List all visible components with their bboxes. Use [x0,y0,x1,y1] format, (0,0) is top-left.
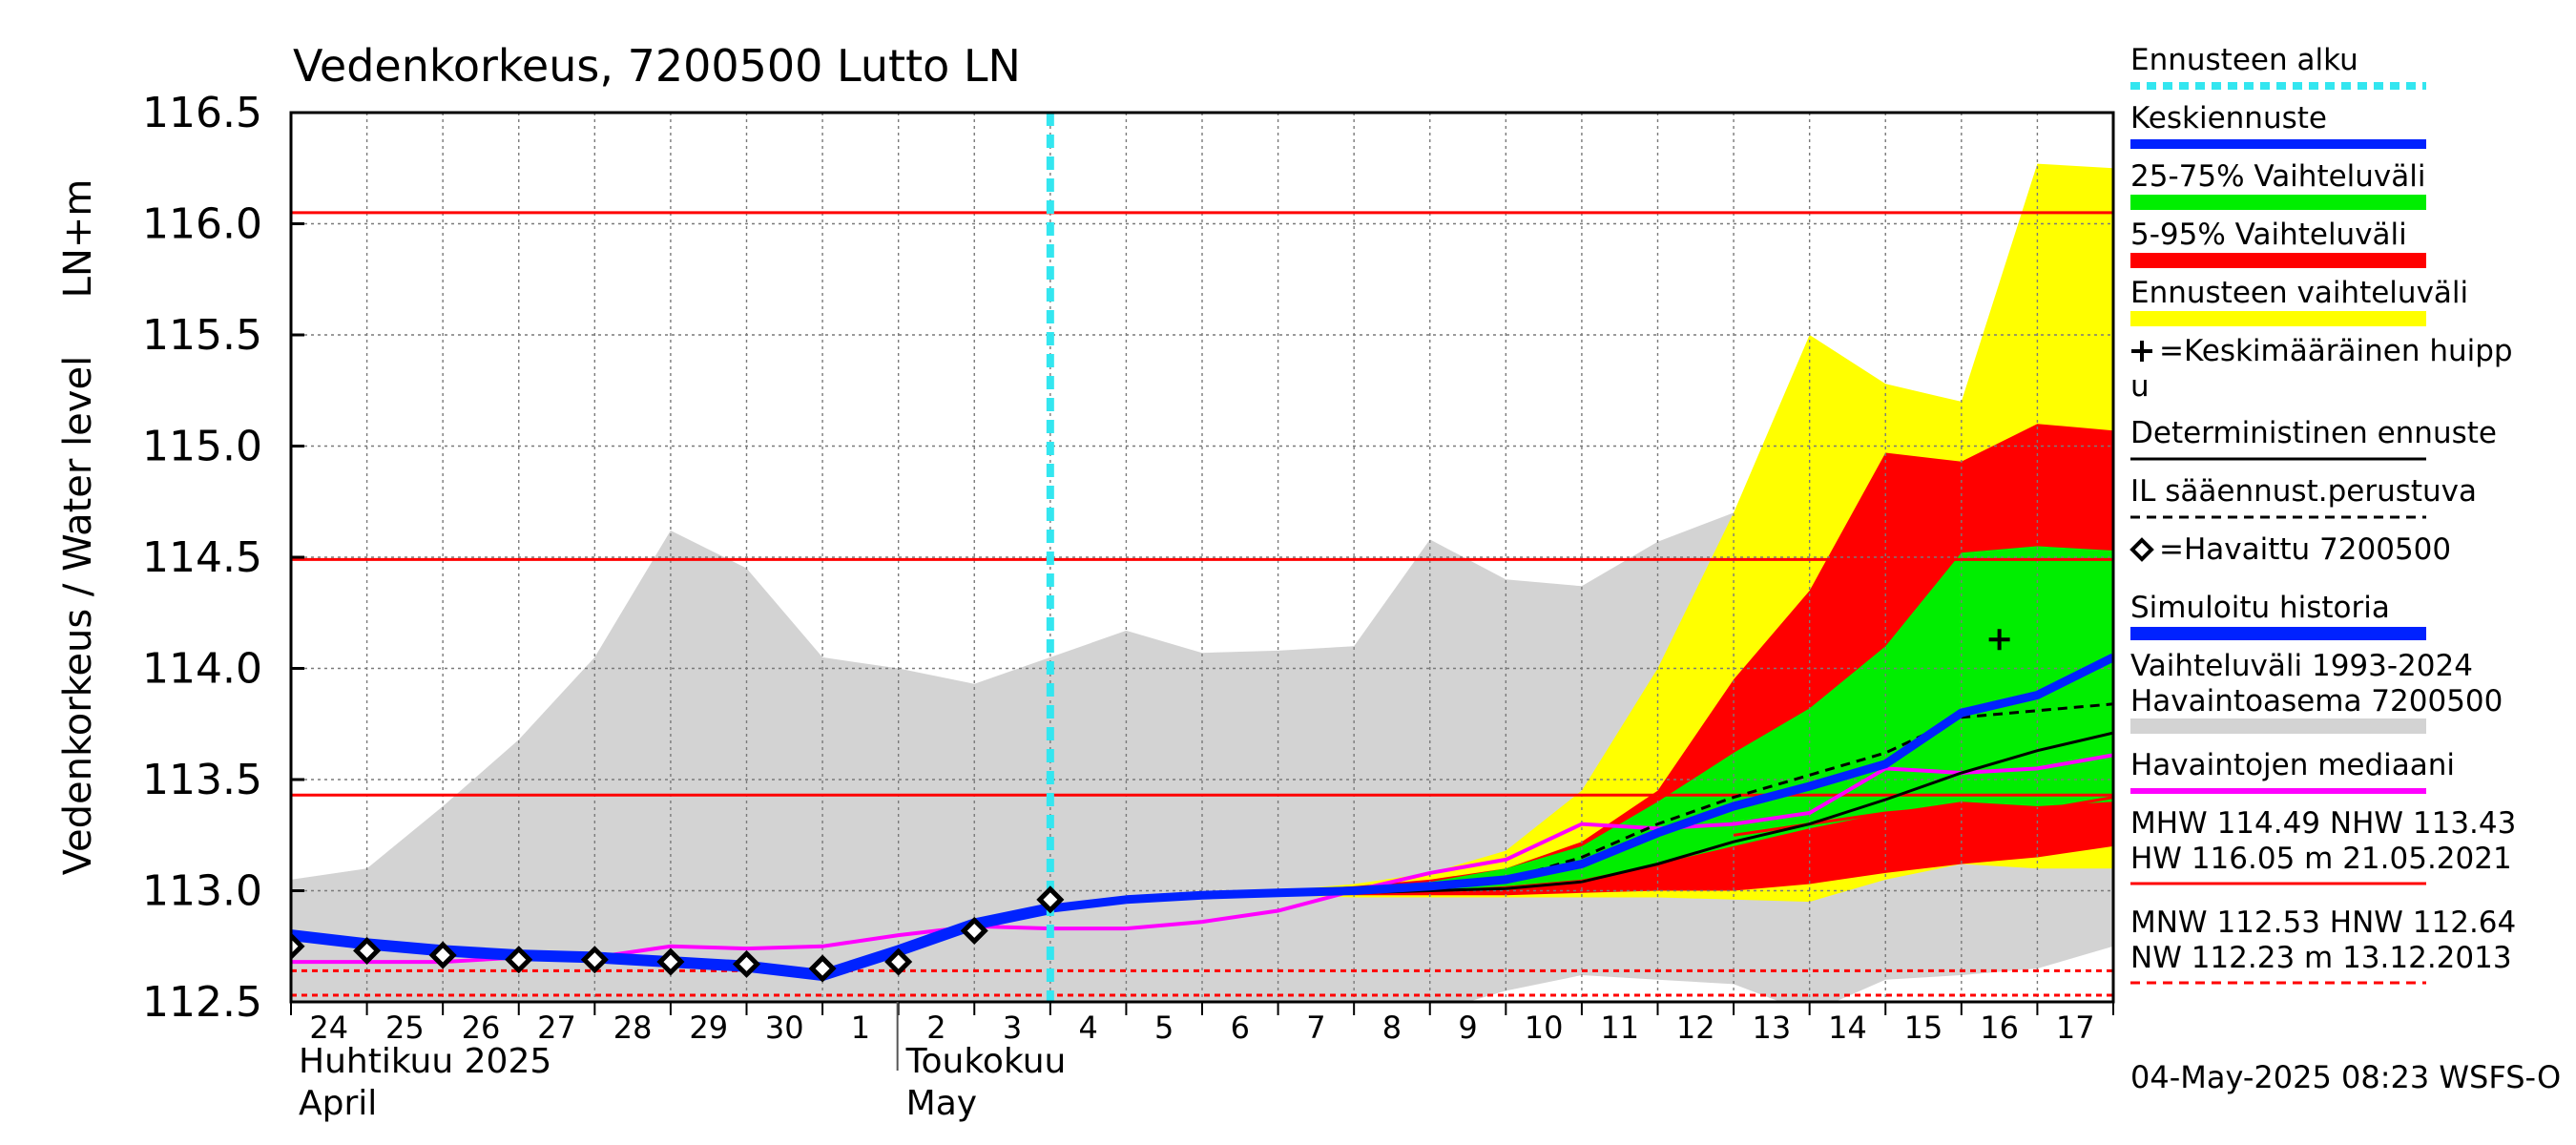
x-tick-label: 13 [1753,1010,1792,1046]
y-tick-label: 113.0 [142,867,262,916]
month-label-fi: Toukokuu [905,1042,1067,1081]
x-axis: 24 25 26 27 28 29 30 1 2 3 4 5 6 7 8 9 10 11 12 13 14 15 16 17H… [290,1002,2114,1123]
mean-forecast-line [1049,653,2113,913]
observed-point [428,941,457,969]
x-tick-label: 9 [1458,1010,1477,1046]
observed-point [580,946,609,974]
x-tick-label: 6 [1231,1010,1250,1046]
footer-timestamp: 04-May-2025 08:23 WSFS-O [2130,1059,2561,1095]
grid [291,113,2113,1002]
legend-label-line2: HW 116.05 m 21.05.2021 [2130,842,2512,876]
observed-point [291,932,305,961]
x-tick-label: 1 [851,1010,870,1046]
legend-label: =Keskimääräinen huipp [2159,334,2513,368]
legend-label: MHW 114.49 NHW 113.43 [2130,806,2516,841]
x-tick-label: 11 [1600,1010,1639,1046]
month-label-en: May [906,1084,977,1123]
x-tick-label: 29 [689,1010,728,1046]
observed-point [732,949,761,978]
legend: Ennusteen alku Keskiennuste 25-75% Vaihtel… [2129,43,2516,985]
x-tick-label: 26 [462,1010,501,1046]
legend-label-line2: Havaintoasema 7200500 [2130,684,2503,718]
x-tick-label: 24 [309,1010,348,1046]
reference-lines [291,211,2113,997]
legend-label: Vaihteluväli 1993-2024 [2130,649,2473,683]
observed-point [884,947,913,976]
x-tick-label: 27 [537,1010,576,1046]
legend-label: Ennusteen alku [2130,43,2358,77]
legend-label: 25-75% Vaihteluväli [2130,159,2426,194]
legend-label: Simuloitu historia [2130,591,2390,625]
chart-title: Vedenkorkeus, 7200500 Lutto LN [293,40,1021,92]
y-axis: 112.5 113.0 113.5 114.0 114.5 115.0 115.5 116.0… [142,89,304,1027]
y-tick-label: 116.5 [142,89,262,137]
x-tick-label: 10 [1525,1010,1564,1046]
legend-label: 5-95% Vaihteluväli [2130,218,2407,252]
x-tick-label: 2 [926,1010,945,1046]
y-tick-label: 116.0 [142,200,262,249]
band-25-75 [1278,546,2113,893]
legend-label: Ennusteen vaihteluväli [2130,276,2468,310]
legend-label: Deterministinen ennuste [2130,416,2497,450]
observed-point [353,936,382,965]
legend-diamond-icon [2129,537,2154,562]
legend-label-line2: u [2130,369,2150,404]
x-tick-label: 5 [1154,1010,1174,1046]
plot-area [291,113,2113,1002]
x-tick-label: 12 [1676,1010,1715,1046]
x-tick-label: 28 [613,1010,653,1046]
observed-point [1036,885,1065,914]
legend-label: Keskiennuste [2130,101,2327,135]
peak-plus-icon [1988,629,2010,651]
x-tick-label: 8 [1382,1010,1402,1046]
y-tick-label: 115.0 [142,423,262,471]
x-tick-label: 16 [1980,1010,2019,1046]
y-tick-label: 115.5 [142,311,262,360]
y-tick-label: 114.0 [142,645,262,694]
y-tick-label: 112.5 [142,978,262,1027]
y-tick-label: 114.5 [142,533,262,582]
legend-label: MNW 112.53 HNW 112.64 [2130,906,2516,940]
observed-point [656,947,685,976]
month-label-fi: Huhtikuu 2025 [299,1042,551,1081]
legend-plus-icon [2131,341,2152,362]
x-tick-label: 14 [1828,1010,1867,1046]
observed-point [960,916,988,945]
x-tick-label: 25 [385,1010,425,1046]
x-tick-label: 7 [1306,1010,1325,1046]
x-tick-label: 15 [1904,1010,1943,1046]
y-tick-label: 113.5 [142,756,262,804]
observed-point [808,954,837,983]
x-tick-label: 30 [765,1010,804,1046]
x-tick-label: 3 [1003,1010,1022,1046]
x-tick-label: 17 [2056,1010,2095,1046]
observed-markers [291,885,1065,983]
legend-label-line2: NW 112.23 m 13.12.2013 [2130,941,2512,975]
x-tick-label: 4 [1078,1010,1097,1046]
y-axis-unit: LN+m [56,179,100,299]
month-label-en: April [299,1084,377,1123]
average-peak-marker [1988,629,2010,651]
y-axis-label: Vedenkorkeus / Water level [56,356,100,875]
legend-label: IL sääennust.perustuva [2130,474,2477,509]
observed-point [505,946,533,974]
legend-label: =Havaittu 7200500 [2159,532,2451,567]
legend-label: Havaintojen mediaani [2130,748,2455,782]
